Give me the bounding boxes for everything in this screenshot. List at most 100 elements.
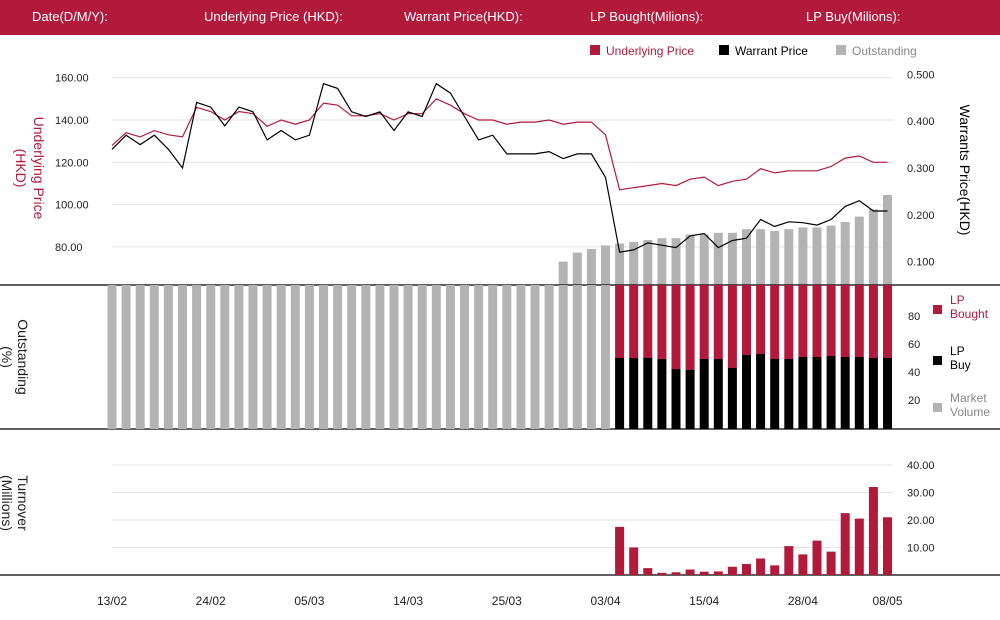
lp-buy-bar bbox=[868, 358, 878, 429]
market-volume-bar bbox=[601, 285, 610, 429]
lp-buy-bar bbox=[727, 368, 737, 429]
market-volume-bar bbox=[276, 285, 286, 429]
turnover-bar bbox=[629, 547, 639, 575]
market-volume-bar bbox=[319, 285, 328, 429]
warrant-chart: 160.00 140.00 120.00 100.00 80.00 0.500 0.400 0… bbox=[0, 44, 1000, 608]
lp-buy-bar bbox=[629, 358, 639, 429]
x-axis-tick-label: 08/05 bbox=[872, 594, 902, 608]
lp-bought-bar bbox=[671, 285, 681, 369]
turnover-tick-label: 10.00 bbox=[907, 543, 935, 555]
lp-bought-bar bbox=[812, 285, 822, 357]
outstanding-bar bbox=[601, 245, 610, 285]
outstanding-bar bbox=[784, 229, 794, 285]
turnover-tick-label: 30.00 bbox=[907, 488, 935, 500]
market-volume-bar bbox=[488, 285, 498, 429]
outstanding-bar bbox=[840, 222, 850, 285]
turnover-bar bbox=[756, 558, 766, 575]
legend-swatch bbox=[719, 45, 729, 55]
left-axis-tick-label: 140.00 bbox=[55, 115, 89, 127]
market-volume-bar bbox=[586, 285, 596, 429]
right-axis-tick-label: 0.200 bbox=[907, 210, 935, 222]
legend-label: Outstanding bbox=[852, 44, 917, 58]
lp-buy-bar bbox=[685, 370, 695, 429]
turnover-bar bbox=[784, 546, 794, 575]
turnover-bar bbox=[854, 518, 864, 575]
legend-label: Market bbox=[950, 391, 987, 405]
legend-swatch bbox=[933, 356, 942, 365]
turnover-bar bbox=[812, 540, 822, 575]
lp-bought-bar bbox=[713, 285, 723, 359]
lp-buy-bar bbox=[883, 358, 892, 429]
outstanding-bar bbox=[854, 216, 864, 285]
turnover-bar bbox=[699, 571, 709, 575]
lp-bought-bar bbox=[727, 285, 737, 368]
turnover-bar bbox=[727, 566, 737, 575]
legend-label: LP bbox=[950, 344, 965, 358]
outstanding-axis-title: Outstanding bbox=[15, 319, 31, 395]
outstanding-axis-unit: (%) bbox=[0, 346, 15, 368]
legend-label: Warrant Price bbox=[735, 44, 808, 58]
x-axis-tick-label: 15/04 bbox=[689, 594, 719, 608]
turnover-bar bbox=[671, 572, 681, 575]
lp-bought-bar bbox=[883, 285, 892, 358]
lp-bought-bar bbox=[699, 285, 709, 359]
market-volume-bar bbox=[220, 285, 230, 429]
lp-buy-bar bbox=[812, 357, 822, 429]
turnover-bar bbox=[742, 564, 751, 575]
x-axis-tick-label: 13/02 bbox=[97, 594, 127, 608]
market-volume-bar bbox=[530, 285, 540, 429]
turnover-bar bbox=[840, 513, 850, 575]
outstanding-bar bbox=[713, 232, 723, 285]
x-axis-tick-label: 24/02 bbox=[196, 594, 226, 608]
x-axis-tick-label: 25/03 bbox=[492, 594, 522, 608]
market-volume-bar bbox=[460, 285, 469, 429]
turnover-bar bbox=[883, 517, 892, 575]
lp-buy-bar bbox=[657, 359, 667, 429]
outstanding-bar bbox=[643, 240, 653, 285]
outstanding-tick-label: 20 bbox=[908, 395, 920, 407]
outstanding-bar bbox=[586, 249, 596, 285]
market-volume-bar bbox=[558, 285, 568, 429]
legend-label: Buy bbox=[950, 358, 971, 372]
turnover-bar bbox=[685, 569, 695, 575]
left-axis-tick-label: 80.00 bbox=[55, 242, 83, 254]
outstanding-tick-label: 80 bbox=[908, 311, 920, 323]
market-volume-bar bbox=[544, 285, 554, 429]
date-label: Date(D/M/Y): bbox=[32, 9, 108, 24]
outstanding-bar bbox=[699, 234, 709, 285]
lp-bought-bar bbox=[742, 285, 751, 355]
lp-buy-bar bbox=[713, 359, 723, 429]
turnover-bar bbox=[615, 526, 625, 575]
lp-buy-bar bbox=[784, 359, 794, 429]
market-volume-bar bbox=[163, 285, 173, 429]
market-volume-bar bbox=[206, 285, 216, 429]
legend-swatch bbox=[590, 45, 600, 55]
outstanding-bar bbox=[742, 229, 751, 285]
lp-buy-bar bbox=[826, 356, 836, 429]
outstanding-tick-label: 60 bbox=[908, 339, 920, 351]
outstanding-bar bbox=[685, 234, 695, 285]
market-volume-bar bbox=[431, 285, 441, 429]
outstanding-bar bbox=[812, 227, 822, 285]
outstanding-bar bbox=[798, 227, 808, 285]
turnover-tick-label: 40.00 bbox=[907, 460, 935, 472]
outstanding-bar bbox=[756, 229, 766, 285]
turnover-bar bbox=[826, 551, 836, 575]
market-volume-bar bbox=[333, 285, 343, 429]
lp-buy-bar bbox=[643, 358, 653, 429]
underlying-price-line bbox=[111, 98, 888, 191]
left-axis-title: Underlying Price bbox=[31, 117, 47, 220]
outstanding-bar bbox=[615, 243, 625, 285]
turnover-bar bbox=[798, 554, 808, 575]
market-volume-bar bbox=[445, 285, 455, 429]
underlying-price-label: Underlying Price (HKD): bbox=[204, 9, 343, 24]
market-volume-bar bbox=[516, 285, 526, 429]
lp-buy-label: LP Buy(Milions): bbox=[806, 9, 901, 24]
lp-bought-bar bbox=[756, 285, 766, 354]
right-axis-tick-label: 0.300 bbox=[907, 163, 935, 175]
outstanding-bar bbox=[883, 195, 892, 285]
lp-buy-bar bbox=[770, 359, 780, 429]
outstanding-bar bbox=[826, 225, 836, 285]
market-volume-bar bbox=[304, 285, 314, 429]
outstanding-bar bbox=[629, 241, 639, 285]
